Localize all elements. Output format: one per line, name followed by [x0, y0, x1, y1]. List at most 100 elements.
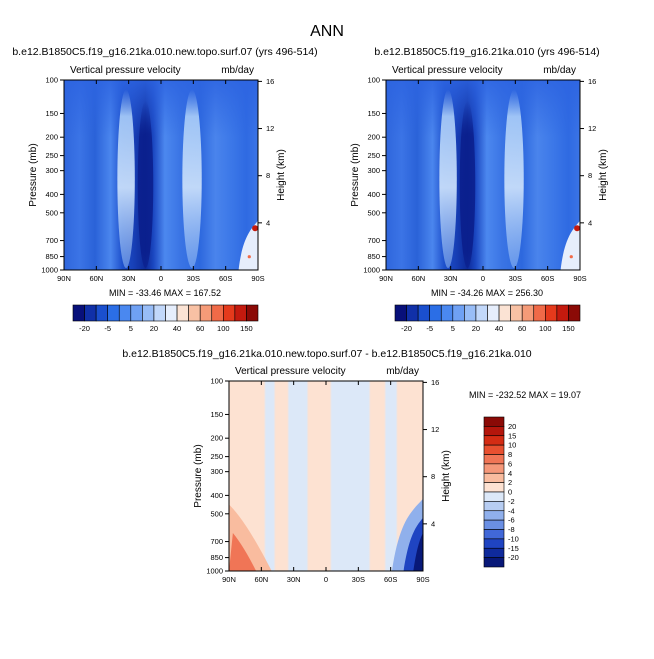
colorbar-box — [475, 304, 488, 322]
colorbar-box — [483, 454, 505, 465]
colorbar-box — [483, 416, 505, 427]
y-tick-label: 200 — [210, 434, 223, 443]
colorbar: -20 -5 5 20 40 60 100 150 — [394, 304, 581, 333]
colorbar-label: 60 — [196, 324, 204, 333]
colorbar-label: 100 — [217, 324, 230, 333]
colorbar-label: 150 — [562, 324, 575, 333]
colorbar-label: 0 — [508, 488, 512, 497]
colorbar-box — [211, 304, 224, 322]
colorbar-box — [394, 304, 407, 322]
y-tick-label: 250 — [210, 452, 223, 461]
y-right-tick-label: 4 — [431, 519, 435, 528]
colorbar-box — [487, 304, 500, 322]
x-tick-label: 30S — [509, 274, 522, 283]
colorbar-label: -4 — [508, 506, 515, 515]
x-tick-label: 90S — [251, 274, 264, 283]
x-tick-label: 0 — [481, 274, 485, 283]
y-tick-label: 1000 — [41, 266, 58, 275]
y-tick-label: 700 — [45, 236, 58, 245]
colorbar-label: 20 — [472, 324, 480, 333]
chart-panel-1: b.e12.B1850C5.f19_g16.21ka.010.new.topo.… — [12, 46, 317, 333]
y-tick-label: 300 — [367, 166, 380, 175]
heatmap-field — [386, 80, 580, 270]
colorbar-label: 2 — [508, 478, 512, 487]
colorbar-box — [545, 304, 558, 322]
figure-title: ANN — [310, 23, 344, 40]
colorbar-box — [483, 463, 505, 474]
panel-title: b.e12.B1850C5.f19_g16.21ka.010 (yrs 496-… — [374, 46, 599, 58]
colorbar-label: 20 — [150, 324, 158, 333]
ascent-column — [459, 100, 476, 269]
colorbar-box — [130, 304, 143, 322]
colorbar-label: -20 — [401, 324, 412, 333]
panel-subtitle-left: Vertical pressure velocity — [70, 65, 181, 76]
colorbar-box — [510, 304, 523, 322]
y-axis-label: Pressure (mb) — [193, 444, 204, 507]
x-tick-label: 60S — [384, 575, 397, 584]
y-tick-label: 200 — [367, 133, 380, 142]
y-tick-label: 1000 — [363, 266, 380, 275]
colorbar-box — [483, 510, 505, 521]
colorbar-box — [483, 482, 505, 493]
y-tick-label: 100 — [367, 76, 380, 85]
colorbar-label: -8 — [508, 525, 515, 534]
descent-column — [182, 89, 202, 269]
y-tick-label: 150 — [45, 109, 58, 118]
y-right-axis-label: Height (km) — [276, 149, 287, 201]
panel-subtitle-left: Vertical pressure velocity — [235, 366, 346, 377]
y-tick-label: 400 — [210, 491, 223, 500]
x-tick-label: 60N — [254, 575, 268, 584]
surface-anomaly — [229, 533, 257, 571]
colorbar-label: -6 — [508, 516, 515, 525]
colorbar: -20 -5 5 20 40 60 100 150 — [72, 304, 259, 333]
colorbar-box — [483, 491, 505, 502]
x-tick-label: 30N — [122, 274, 136, 283]
colorbar-box — [483, 529, 505, 540]
y-tick-label: 500 — [210, 509, 223, 518]
colorbar-label: 15 — [508, 431, 516, 440]
colorbar-label: 60 — [518, 324, 526, 333]
colorbar-label: 5 — [451, 324, 455, 333]
x-tick-label: 30S — [352, 575, 365, 584]
descent-column — [439, 89, 457, 269]
y-tick-label: 850 — [367, 252, 380, 261]
polar-max-spot — [247, 255, 251, 259]
colorbar-label: 5 — [129, 324, 133, 333]
min-max-stats: MIN = -33.46 MAX = 167.52 — [109, 288, 221, 298]
colorbar-box — [153, 304, 166, 322]
colorbar-box — [234, 304, 247, 322]
colorbar-label: 40 — [495, 324, 503, 333]
x-tick-label: 90S — [573, 274, 586, 283]
y-right-tick-label: 12 — [266, 124, 274, 133]
panel-subtitle-left: Vertical pressure velocity — [392, 65, 503, 76]
y-tick-label: 850 — [210, 553, 223, 562]
colorbar-box — [107, 304, 120, 322]
colorbar-box — [521, 304, 535, 322]
colorbar-box — [483, 557, 505, 568]
y-right-axis-label: Height (km) — [441, 450, 452, 502]
y-right-tick-label: 12 — [588, 124, 596, 133]
colorbar-box — [568, 304, 581, 322]
polar-max-spot — [252, 225, 258, 232]
colorbar-label: 100 — [539, 324, 552, 333]
colorbar-label: 4 — [508, 469, 512, 478]
y-tick-label: 700 — [210, 537, 223, 546]
colorbar-label: -5 — [426, 324, 433, 333]
colorbar-label: -15 — [508, 544, 519, 553]
y-axis-label: Pressure (mb) — [350, 143, 361, 206]
colorbar-box — [556, 304, 569, 322]
colorbar-box — [417, 304, 430, 322]
heatmap-field — [64, 80, 258, 270]
x-tick-label: 30S — [187, 274, 200, 283]
y-tick-label: 1000 — [206, 567, 223, 576]
colorbar-box — [118, 304, 132, 322]
colorbar-box — [483, 435, 505, 446]
colorbar-box — [246, 304, 259, 322]
x-tick-label: 90N — [57, 274, 71, 283]
colorbar-box — [483, 547, 505, 558]
heatmap-field — [229, 381, 423, 571]
x-tick-label: 30N — [444, 274, 458, 283]
chart-panel-2: b.e12.B1850C5.f19_g16.21ka.010 (yrs 496-… — [350, 46, 609, 333]
panel-units: mb/day — [221, 65, 254, 76]
